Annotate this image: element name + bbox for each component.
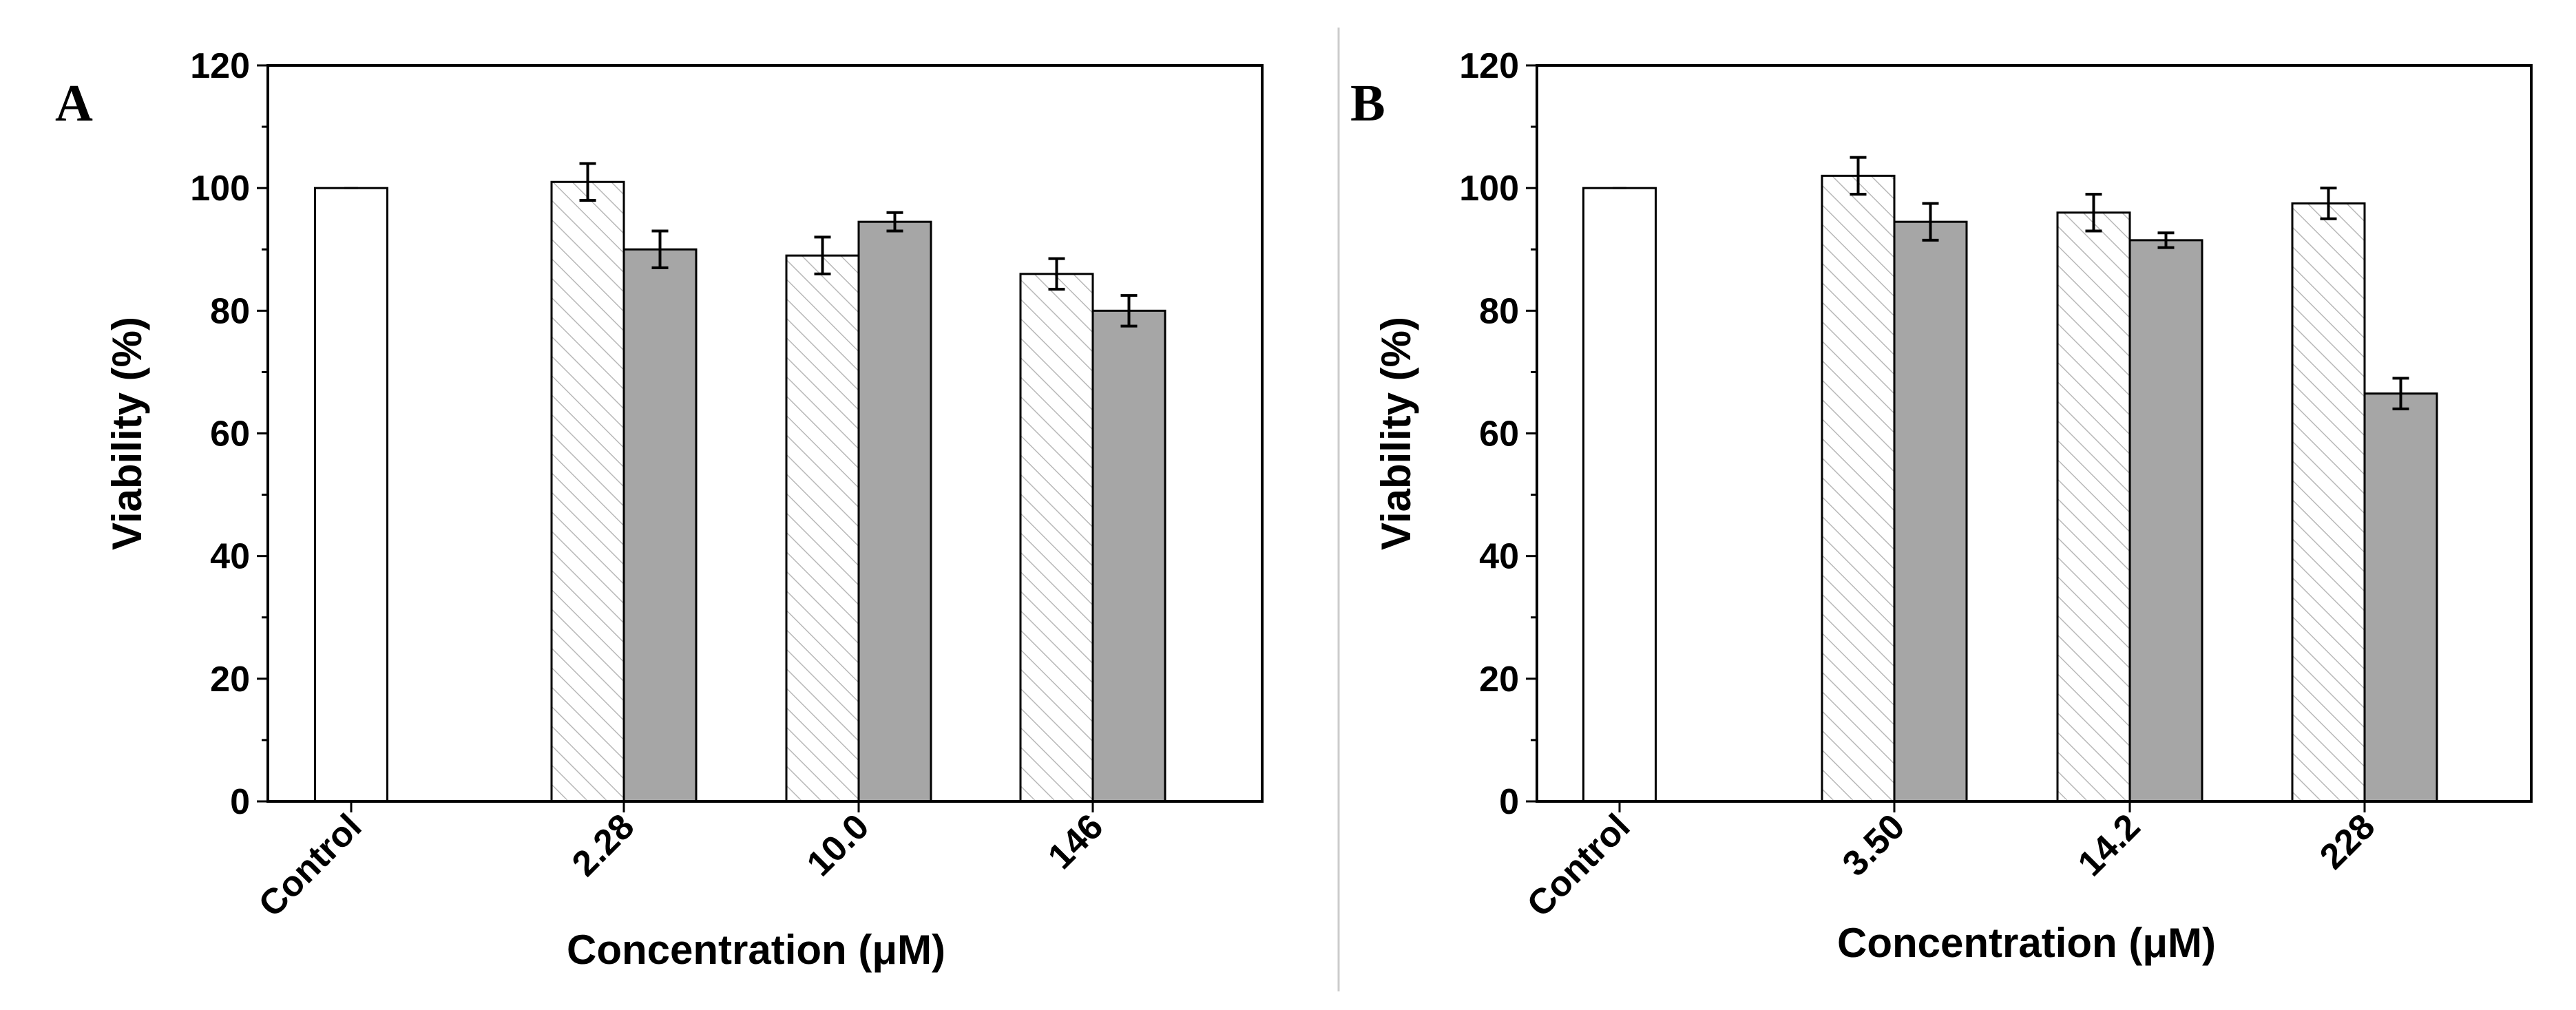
errorbar-gray-14-2 (2157, 231, 2175, 249)
errorbar-hatched-146 (1048, 257, 1065, 291)
errorbars-b (1613, 156, 2409, 410)
y-tick-label: 80 (1479, 291, 1519, 331)
x-tick-label: 10.0 (799, 806, 877, 884)
bar-hatched-3-50 (1821, 174, 1896, 803)
errorbar-gray-146 (1120, 294, 1138, 328)
x-tick-label: 146 (1040, 806, 1111, 876)
x-axis-b: Control 3.50 14.2 228 (1520, 801, 2383, 925)
errorbar-gray-2-28 (651, 229, 669, 269)
y-tick-label: 60 (1479, 414, 1519, 454)
bar-gray-146 (1091, 309, 1166, 803)
errorbars-a (344, 162, 1138, 328)
bar-hatched-146 (1019, 273, 1094, 803)
x-tick-label: 2.28 (565, 806, 642, 884)
bar-hatched-228 (2291, 202, 2366, 803)
errorbar-hatched-228 (2320, 187, 2337, 220)
bar-gray-10-0 (857, 220, 932, 803)
errorbar-gray-3-50 (1922, 202, 1939, 242)
y-tick-label: 20 (210, 660, 250, 699)
panel-letter-a: A (55, 74, 93, 132)
y-tick-label: 40 (210, 537, 250, 577)
y-axis-title-b: Viability (%) (1373, 317, 1419, 550)
bar-gray-3-50 (1893, 220, 1968, 803)
bar-gray-228 (2363, 392, 2438, 803)
x-axis-title-b: Concentration (μM) (1837, 920, 2216, 966)
x-tick-label: Control (1520, 806, 1638, 925)
x-tick-label: 228 (2312, 806, 2383, 876)
y-tick-label: 120 (190, 46, 250, 86)
bars-b (1582, 174, 2438, 803)
y-tick-label: 20 (1479, 660, 1519, 699)
bar-control (314, 187, 388, 803)
y-axis-a: 0 20 40 60 80 100 120 (190, 46, 268, 822)
errorbar-hatched-3-50 (1850, 156, 1867, 196)
y-axis-b: 0 20 40 60 80 100 120 (1459, 46, 1537, 822)
x-axis-title-a: Concentration (μM) (567, 927, 945, 973)
errorbar-gray-10-0 (886, 211, 903, 233)
y-tick-label: 0 (230, 782, 250, 822)
bar-control (1582, 187, 1657, 803)
y-tick-label: 100 (190, 169, 250, 209)
bar-gray-14-2 (2128, 239, 2203, 803)
y-tick-label: 60 (210, 414, 250, 454)
y-tick-label: 100 (1459, 169, 1519, 209)
errorbar-hatched-10-0 (814, 235, 831, 275)
x-tick-label: 3.50 (1835, 806, 1913, 884)
y-axis-title-a: Viability (%) (104, 317, 150, 550)
bar-hatched-2-28 (550, 180, 625, 803)
panel-a: A 0 20 40 60 80 100 120 Control 2.28 10.0 146 Via… (55, 46, 1264, 973)
x-tick-label: 14.2 (2071, 806, 2148, 884)
bar-hatched-10-0 (785, 254, 860, 803)
panel-b: B 0 20 40 60 80 100 120 Control 3.50 14.2 228 Via… (1350, 46, 2533, 966)
y-tick-label: 40 (1479, 537, 1519, 577)
y-tick-label: 0 (1499, 782, 1519, 822)
bar-hatched-14-2 (2056, 211, 2131, 803)
errorbar-gray-228 (2392, 377, 2409, 410)
errorbar-hatched-2-28 (579, 162, 596, 202)
x-axis-a: Control 2.28 10.0 146 (251, 801, 1111, 925)
panel-letter-b: B (1350, 74, 1385, 132)
x-tick-label: Control (251, 806, 370, 925)
errorbar-hatched-14-2 (2085, 193, 2102, 233)
y-tick-label: 80 (210, 291, 250, 331)
bars-a (314, 180, 1166, 803)
bar-gray-2-28 (622, 248, 698, 803)
y-tick-label: 120 (1459, 46, 1519, 86)
